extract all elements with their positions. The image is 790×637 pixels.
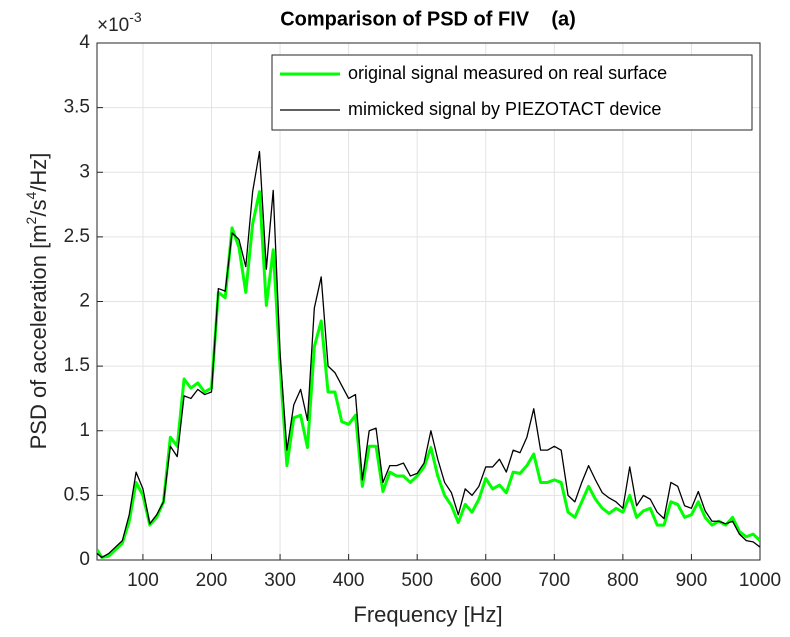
series-line <box>97 190 760 559</box>
y-label-part: PSD of acceleration [m <box>26 224 51 449</box>
plot-frame <box>96 42 761 561</box>
y-exponent-base: ×10 <box>97 15 129 36</box>
x-axis-label: Frequency [Hz] <box>353 602 502 627</box>
x-tick-label: 600 <box>470 570 502 591</box>
y-tick-label: 2 <box>79 291 90 312</box>
y-tick-label: 0.5 <box>64 484 90 505</box>
x-tick-label: 300 <box>264 570 296 591</box>
y-label-part: /Hz] <box>26 153 51 192</box>
x-tick-label: 500 <box>401 570 433 591</box>
legend-label: original signal measured on real surface <box>348 63 667 83</box>
x-tick-label: 800 <box>607 570 639 591</box>
y-tick-label: 1.5 <box>64 355 90 376</box>
x-tick-label: 100 <box>127 570 159 591</box>
y-tick-label: 3 <box>79 161 90 182</box>
legend-label: mimicked signal by PIEZOTACT device <box>348 99 661 119</box>
y-exponent-power: -3 <box>129 9 142 25</box>
x-tick-label: 700 <box>538 570 570 591</box>
y-label-sup: 2 <box>23 216 39 224</box>
y-label-sup: 4 <box>23 192 39 200</box>
y-tick-label: 4 <box>79 32 90 53</box>
x-tick-label: 200 <box>196 570 228 591</box>
y-axis-label: PSD of acceleration [m2/s4/Hz] <box>23 153 51 450</box>
x-tick-label: 1000 <box>739 570 781 591</box>
y-tick-label: 2.5 <box>64 226 90 247</box>
x-tick-label: 900 <box>676 570 708 591</box>
y-label-part: /s <box>26 200 51 217</box>
y-tick-label: 0 <box>79 549 90 570</box>
y-tick-label: 3.5 <box>64 97 90 118</box>
legend-box <box>271 54 753 131</box>
y-tick-label: 1 <box>79 420 90 441</box>
chart-title: Comparison of PSD of FIV (a) <box>280 8 576 30</box>
x-tick-label: 400 <box>333 570 365 591</box>
series-line <box>97 150 760 559</box>
y-exponent: ×10-3 <box>97 9 142 36</box>
